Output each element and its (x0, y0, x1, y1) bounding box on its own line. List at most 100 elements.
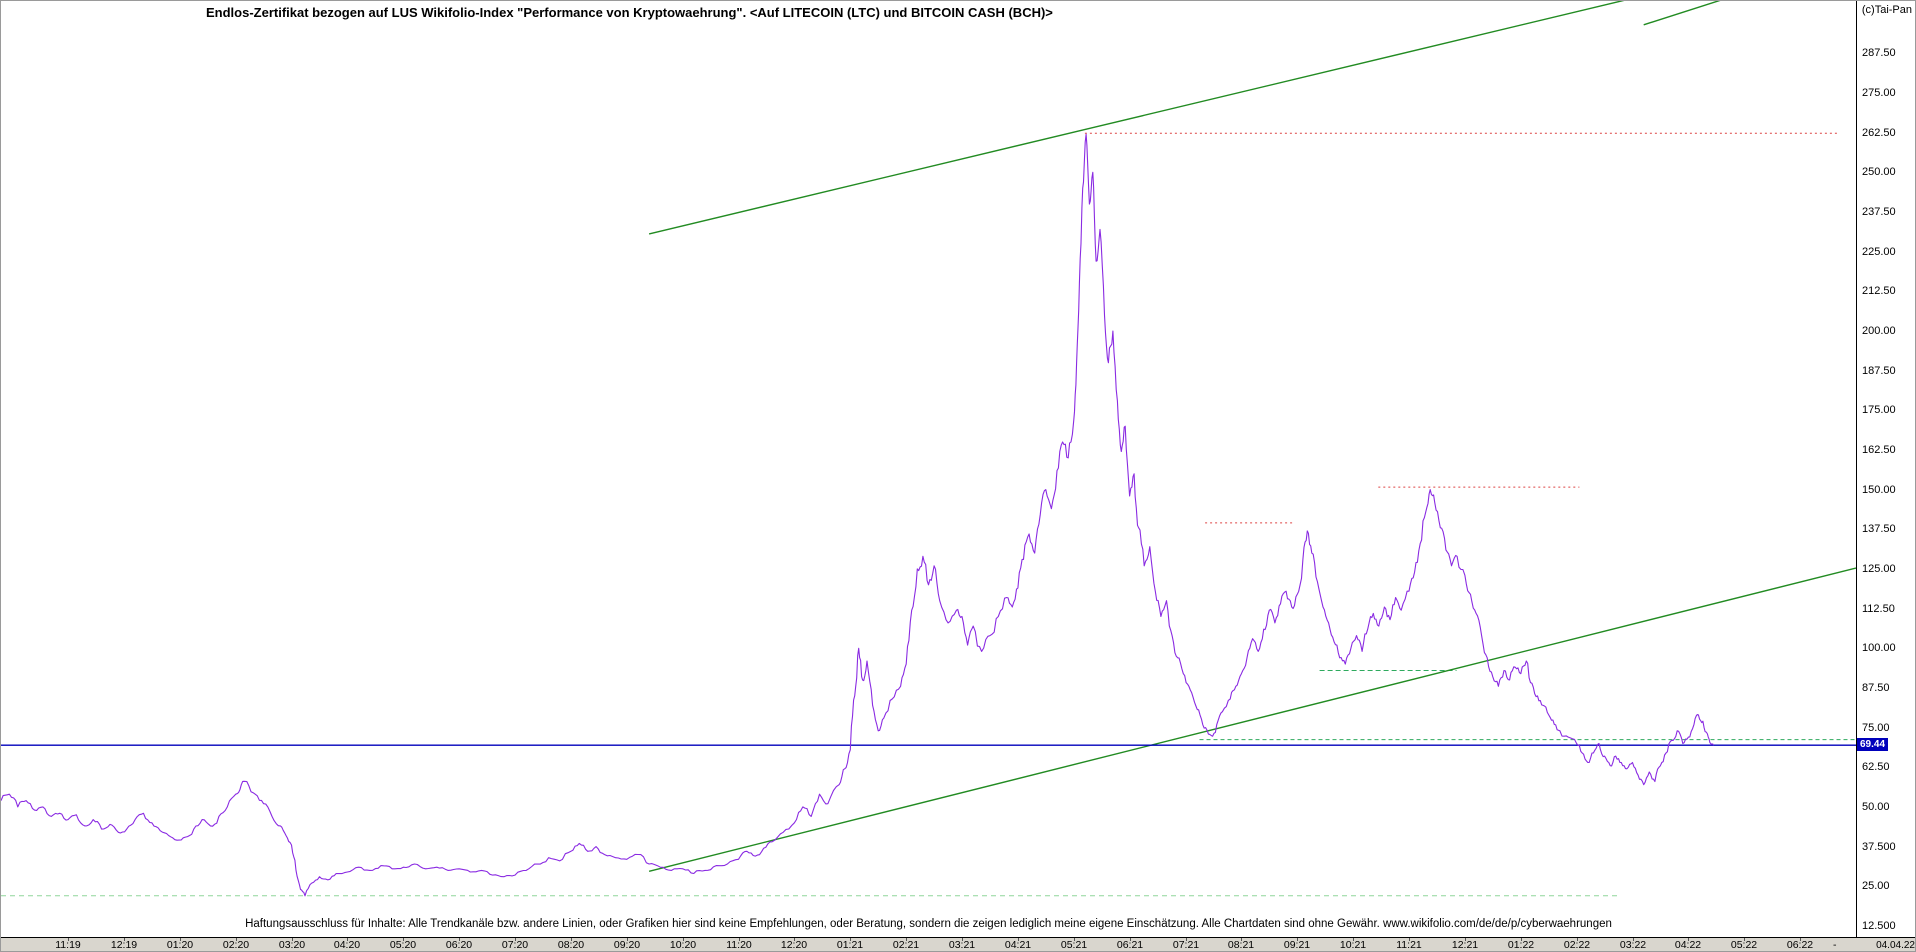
x-tick-label: 07:20 (501, 939, 529, 951)
x-tick-mark (1465, 938, 1466, 941)
y-tick-label: 87.50 (1862, 682, 1890, 694)
x-tick-label: 03:21 (948, 939, 976, 951)
y-tick-label: 187.50 (1862, 365, 1896, 377)
x-tick-mark (1744, 938, 1745, 941)
y-tick-label: 50.00 (1862, 801, 1890, 813)
x-tick-mark (794, 938, 795, 941)
x-tick-label: 08:21 (1227, 939, 1255, 951)
x-tick-label: 09:20 (613, 939, 641, 951)
x-tick-label: 03:22 (1619, 939, 1647, 951)
x-tick-mark (1800, 938, 1801, 941)
x-tick-label: 05:22 (1730, 939, 1758, 951)
x-tick-label: 11:19 (55, 939, 81, 951)
x-tick-mark (1018, 938, 1019, 941)
y-tick-label: 112.50 (1862, 603, 1895, 615)
x-tick-mark (1297, 938, 1298, 941)
x-tick-label: 08:20 (557, 939, 585, 951)
x-tick-label: 02:22 (1563, 939, 1591, 951)
x-tick-mark (1241, 938, 1242, 941)
x-tick-mark (236, 938, 237, 941)
x-tick-label: 01:22 (1507, 939, 1535, 951)
y-tick-label: 200.00 (1862, 325, 1896, 337)
x-tick-mark (962, 938, 963, 941)
disclaimer-text: Haftungsausschluss für Inhalte: Alle Tre… (245, 918, 1612, 930)
x-tick-label: 06:20 (445, 939, 473, 951)
copyright-label: (c)Tai-Pan (1861, 4, 1912, 16)
x-tick-mark (571, 938, 572, 941)
y-tick-label: 250.00 (1862, 166, 1896, 178)
y-tick-label: 75.00 (1862, 722, 1890, 734)
x-tick-mark (1074, 938, 1075, 941)
x-tick-label: 02:20 (222, 939, 250, 951)
x-tick-label: 11:20 (726, 939, 752, 951)
y-tick-label: 287.50 (1862, 47, 1896, 59)
x-tick-mark (1409, 938, 1410, 941)
x-tick-mark (1130, 938, 1131, 941)
y-tick-label: 100.00 (1862, 642, 1896, 654)
y-tick-label: 175.00 (1862, 404, 1896, 416)
x-tick-mark (906, 938, 907, 941)
x-tick-label: 12:19 (110, 939, 138, 951)
x-tick-mark (1688, 938, 1689, 941)
x-tick-label: 04:21 (1004, 939, 1032, 951)
x-tick-mark (627, 938, 628, 941)
x-tick-mark (1577, 938, 1578, 941)
y-tick-label: 37.500 (1862, 841, 1896, 853)
x-tick-label: 06:22 (1786, 939, 1814, 951)
y-tick-label: 12.500 (1862, 920, 1896, 932)
x-axis[interactable]: - 04.04.22 11:19 12:19 01:20 02:20 03:20 04:2… (1, 937, 1915, 951)
y-tick-label: 162.50 (1862, 444, 1896, 456)
x-tick-label: 04:22 (1674, 939, 1702, 951)
x-tick-label: 10:20 (669, 939, 697, 951)
x-tick-label: 03:20 (278, 939, 306, 951)
x-tick-label: 06:21 (1116, 939, 1144, 951)
x-tick-mark (515, 938, 516, 941)
y-tick-label: 262.50 (1862, 127, 1896, 139)
x-tick-label: 05:21 (1060, 939, 1088, 951)
x-tick-label: 01:21 (836, 939, 864, 951)
price-line (1, 133, 1714, 897)
x-tick-label: 11:21 (1396, 939, 1422, 951)
x-tick-label: 10:21 (1339, 939, 1367, 951)
x-tick-label: 02:21 (892, 939, 920, 951)
x-tick-mark (850, 938, 851, 941)
y-tick-label: 25.00 (1862, 880, 1890, 892)
chart-title: Endlos-Zertifikat bezogen auf LUS Wikifo… (206, 5, 1053, 20)
x-tick-mark (68, 938, 69, 941)
upper-channel-line (648, 1, 1625, 235)
price-chart-svg (1, 1, 1856, 897)
x-tick-label: 07:21 (1172, 939, 1200, 951)
axis-end-mark: - (1833, 939, 1837, 951)
y-tick-label: 225.00 (1862, 246, 1896, 258)
y-axis-line (1856, 1, 1857, 937)
y-tick-label: 137.50 (1862, 523, 1896, 535)
x-tick-label: 12:20 (780, 939, 808, 951)
y-axis: 69.44 287.50 275.00 262.50 250.00 237.50 225.… (1857, 1, 1915, 937)
x-tick-mark (292, 938, 293, 941)
x-tick-label: 09:21 (1283, 939, 1311, 951)
lower-channel-line (648, 567, 1856, 872)
upper-channel-line-2 (1643, 1, 1721, 26)
y-tick-label: 275.00 (1862, 87, 1896, 99)
x-tick-mark (403, 938, 404, 941)
x-tick-mark (739, 938, 740, 941)
x-tick-label: 04:20 (333, 939, 361, 951)
y-tick-label: 212.50 (1862, 285, 1896, 297)
plot-area[interactable]: Haftungsausschluss für Inhalte: Alle Tre… (1, 1, 1856, 937)
x-tick-label: 05:20 (389, 939, 417, 951)
x-tick-mark (124, 938, 125, 941)
y-tick-label: 62.50 (1862, 761, 1890, 773)
last-price-badge: 69.44 (1857, 738, 1889, 751)
x-tick-mark (1633, 938, 1634, 941)
y-tick-label: 125.00 (1862, 563, 1896, 575)
x-tick-mark (1353, 938, 1354, 941)
x-tick-label: 01:20 (166, 939, 194, 951)
date-label: 04.04.22 (1876, 940, 1915, 951)
x-tick-mark (459, 938, 460, 941)
x-tick-mark (683, 938, 684, 941)
x-tick-mark (1186, 938, 1187, 941)
x-tick-mark (180, 938, 181, 941)
y-tick-label: 237.50 (1862, 206, 1896, 218)
x-tick-mark (1521, 938, 1522, 941)
